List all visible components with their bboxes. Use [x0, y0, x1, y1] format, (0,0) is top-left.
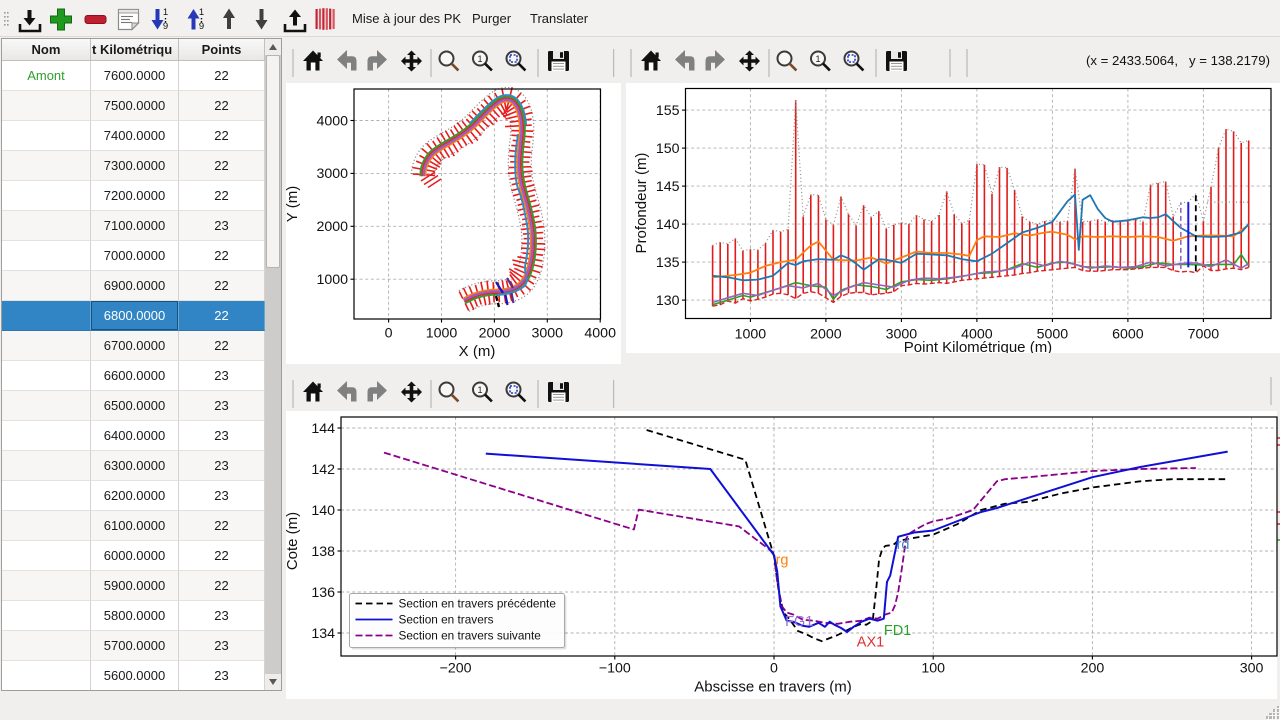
svg-text:Section en travers suivante: Section en travers suivante [399, 629, 542, 643]
svg-text:4000: 4000 [316, 113, 348, 129]
svg-text:4000: 4000 [961, 327, 993, 343]
svg-text:136: 136 [311, 585, 335, 601]
svg-text:Y (m): Y (m) [286, 186, 301, 222]
svg-text:200: 200 [1081, 661, 1105, 677]
svg-text:2000: 2000 [316, 219, 348, 235]
svg-text:2000: 2000 [810, 327, 842, 343]
svg-text:1: 1 [199, 7, 204, 18]
svg-text:Abscisse en travers (m): Abscisse en travers (m) [694, 679, 852, 696]
svg-text:1000: 1000 [316, 272, 348, 288]
svg-text:4000: 4000 [584, 326, 616, 342]
svg-text:0: 0 [770, 661, 778, 677]
svg-text:135: 135 [656, 255, 680, 271]
svg-text:−200: −200 [440, 661, 472, 677]
svg-text:150: 150 [656, 141, 680, 157]
svg-text:Cote (m): Cote (m) [286, 512, 301, 570]
svg-text:rg: rg [776, 552, 789, 568]
svg-text:142: 142 [311, 462, 335, 478]
svg-text:140: 140 [311, 503, 335, 519]
svg-text:3000: 3000 [316, 166, 348, 182]
svg-text:9: 9 [163, 21, 168, 32]
svg-text:Profondeur (m): Profondeur (m) [633, 153, 650, 254]
svg-text:300: 300 [1240, 661, 1264, 677]
svg-text:9: 9 [199, 21, 204, 32]
svg-text:−100: −100 [599, 661, 631, 677]
svg-text:1000: 1000 [735, 327, 767, 343]
svg-text:100: 100 [921, 661, 945, 677]
svg-text:1: 1 [477, 385, 482, 395]
svg-text:AX1: AX1 [857, 634, 884, 650]
svg-text:(x = 2433.5064, y = 138.2179: (x = 2433.5064, y = 138.2179) [1086, 53, 1270, 68]
svg-text:6000: 6000 [1112, 327, 1144, 343]
svg-text:138: 138 [311, 544, 335, 560]
svg-text:140: 140 [656, 217, 680, 233]
svg-text:Section en travers: Section en travers [399, 613, 494, 627]
svg-text:FG1: FG1 [785, 614, 813, 630]
svg-text:7000: 7000 [1188, 327, 1220, 343]
svg-text:134: 134 [311, 626, 335, 642]
svg-text:Point Kilométrique (m): Point Kilométrique (m) [904, 339, 1052, 353]
svg-text:1: 1 [477, 54, 482, 64]
svg-text:Section en travers précédente: Section en travers précédente [399, 597, 557, 611]
svg-text:145: 145 [656, 179, 680, 195]
svg-text:3000: 3000 [532, 326, 564, 342]
svg-text:3000: 3000 [886, 327, 918, 343]
svg-text:1: 1 [815, 54, 820, 64]
svg-text:2000: 2000 [479, 326, 511, 342]
svg-text:130: 130 [656, 293, 680, 309]
svg-text:FD1: FD1 [884, 623, 911, 639]
svg-text:155: 155 [656, 103, 680, 119]
svg-text:144: 144 [311, 421, 335, 437]
svg-text:1000: 1000 [426, 326, 458, 342]
svg-text:5000: 5000 [1037, 327, 1069, 343]
svg-text:1: 1 [163, 7, 168, 18]
svg-text:0: 0 [385, 326, 393, 342]
svg-text:rd: rd [897, 537, 910, 553]
svg-text:X (m): X (m) [459, 343, 496, 360]
